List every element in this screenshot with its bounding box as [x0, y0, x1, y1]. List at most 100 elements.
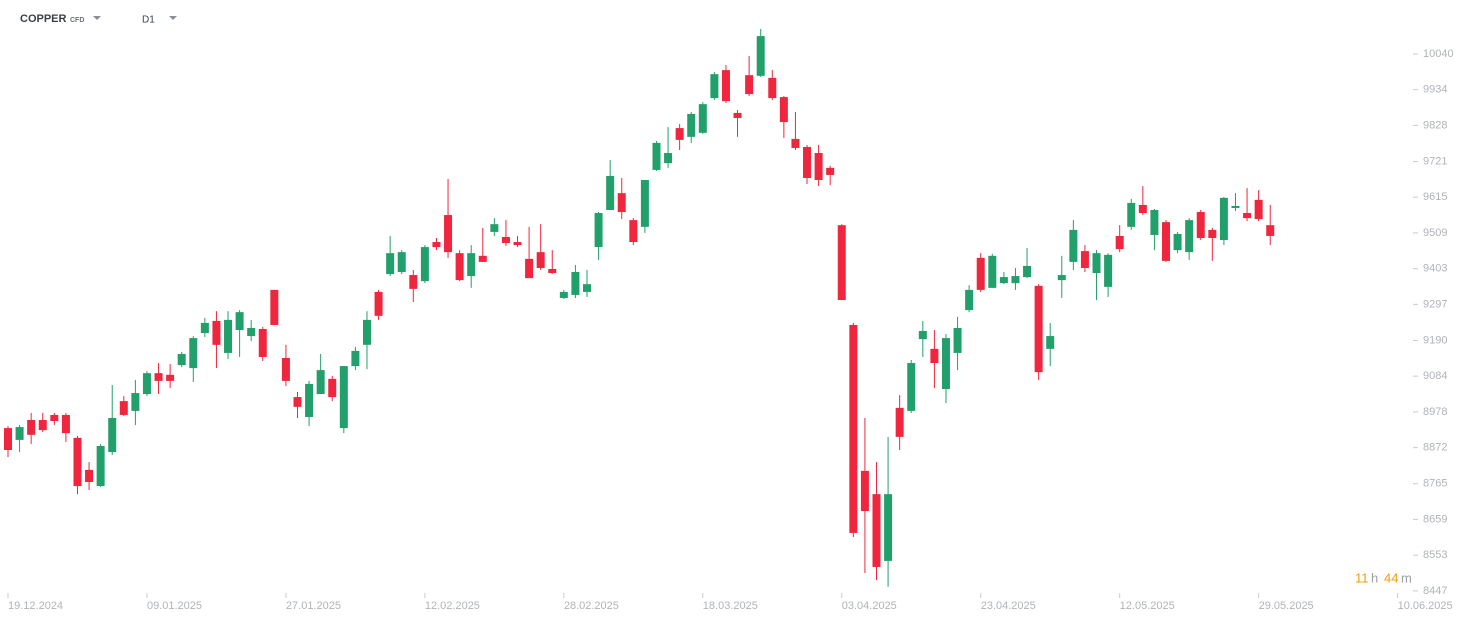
candle-body: [50, 414, 59, 422]
x-tick-label: 23.04.2025: [981, 600, 1036, 612]
candle-body: [965, 289, 974, 311]
x-tick-label: 28.02.2025: [564, 600, 619, 612]
dropdown-arrow[interactable]: [169, 16, 177, 20]
candle-body: [177, 353, 186, 366]
x-tick-label: 18.03.2025: [703, 600, 758, 612]
y-tick-label: 8553: [1423, 549, 1447, 561]
toolbar: COPPER CFD D1: [20, 13, 177, 26]
instrument-type: CFD: [70, 17, 84, 24]
y-tick-label: 9615: [1423, 191, 1447, 203]
candle-body: [779, 97, 788, 123]
candle-body: [96, 445, 105, 487]
y-tick-label: 9509: [1423, 227, 1447, 239]
y-tick-label: 8447: [1423, 585, 1447, 597]
candle-body: [235, 312, 244, 330]
y-tick-label: 8765: [1423, 478, 1447, 490]
candle-body: [976, 257, 985, 290]
candle-body: [652, 142, 661, 170]
candle-body: [1231, 205, 1240, 208]
candle-body: [362, 319, 371, 345]
timeframe[interactable]: D1: [142, 15, 155, 26]
candle-body: [61, 414, 70, 434]
candle-body: [548, 268, 557, 274]
candle-body: [1104, 254, 1113, 287]
candle-body: [756, 36, 765, 76]
candle-body: [247, 327, 256, 337]
candle-body: [675, 128, 684, 140]
y-tick-label: 9934: [1423, 84, 1447, 96]
candle-body: [386, 253, 395, 275]
y-tick-label: 10040: [1423, 48, 1454, 60]
candle-body: [305, 383, 314, 417]
candle-body: [420, 247, 429, 282]
candle-body: [467, 253, 476, 277]
instrument[interactable]: COPPER: [20, 13, 67, 25]
countdown-minutes: 44: [1384, 570, 1398, 585]
candle-body: [849, 324, 858, 533]
candle-body: [1162, 222, 1170, 261]
candle-body: [1266, 225, 1275, 236]
candle-body: [1023, 265, 1032, 278]
candle-body: [142, 373, 151, 395]
candle-body: [316, 370, 325, 395]
y-tick-label: 8978: [1423, 406, 1447, 418]
countdown-minutes-unit: m: [1401, 570, 1412, 585]
y-tick-label: 9403: [1423, 263, 1447, 275]
candle-body: [988, 255, 997, 288]
candle-body: [258, 328, 267, 357]
dropdown-arrow[interactable]: [93, 16, 101, 20]
candle-body: [1208, 229, 1217, 238]
candle-body: [166, 374, 175, 381]
candle-body: [733, 112, 742, 118]
candle-body: [629, 220, 638, 243]
candle-body: [270, 289, 279, 325]
candle-body: [583, 284, 591, 292]
candle-body: [1254, 199, 1263, 220]
candle-body: [1011, 276, 1020, 284]
candle-body: [525, 258, 534, 279]
candle-body: [409, 275, 418, 289]
x-tick-label: 19.12.2024: [8, 600, 63, 612]
candle-body: [455, 253, 464, 281]
candle-body: [571, 272, 580, 295]
candle-body: [930, 348, 939, 364]
candle-body: [594, 213, 603, 248]
candle-body: [1034, 285, 1043, 373]
candle-body: [444, 215, 453, 253]
candle-body: [872, 494, 881, 567]
candle-body: [606, 175, 615, 210]
candle-body: [687, 113, 696, 137]
y-tick-label: 9190: [1423, 334, 1447, 346]
candle-body: [281, 357, 290, 381]
candle-body: [1080, 251, 1089, 268]
y-tick-label: 9084: [1423, 370, 1447, 382]
candle-body: [768, 77, 777, 99]
x-tick-label: 29.05.2025: [1259, 600, 1314, 612]
y-tick-label: 8872: [1423, 442, 1447, 454]
candle-body: [189, 338, 198, 369]
candle-body: [1138, 204, 1147, 214]
candle-body: [617, 193, 626, 213]
candle-body: [1196, 212, 1205, 238]
candle-body: [1219, 197, 1228, 240]
candle-body: [38, 420, 47, 431]
y-tick-label: 8659: [1423, 513, 1447, 525]
candle-body: [154, 373, 163, 381]
candle-body: [826, 167, 835, 175]
candle-body: [501, 236, 510, 244]
x-tick-label: 03.04.2025: [842, 600, 897, 612]
candle-body: [941, 338, 950, 389]
candle-body: [1092, 253, 1101, 274]
candle-body: [721, 70, 730, 102]
x-tick-label: 10.06.2025: [1398, 600, 1453, 612]
y-tick-label: 9721: [1423, 155, 1447, 167]
candle-body: [559, 291, 568, 298]
candle-body: [698, 104, 707, 133]
candle-body: [860, 470, 869, 512]
candle-body: [432, 242, 441, 248]
candle-body: [918, 331, 927, 340]
candle-body: [895, 407, 904, 437]
